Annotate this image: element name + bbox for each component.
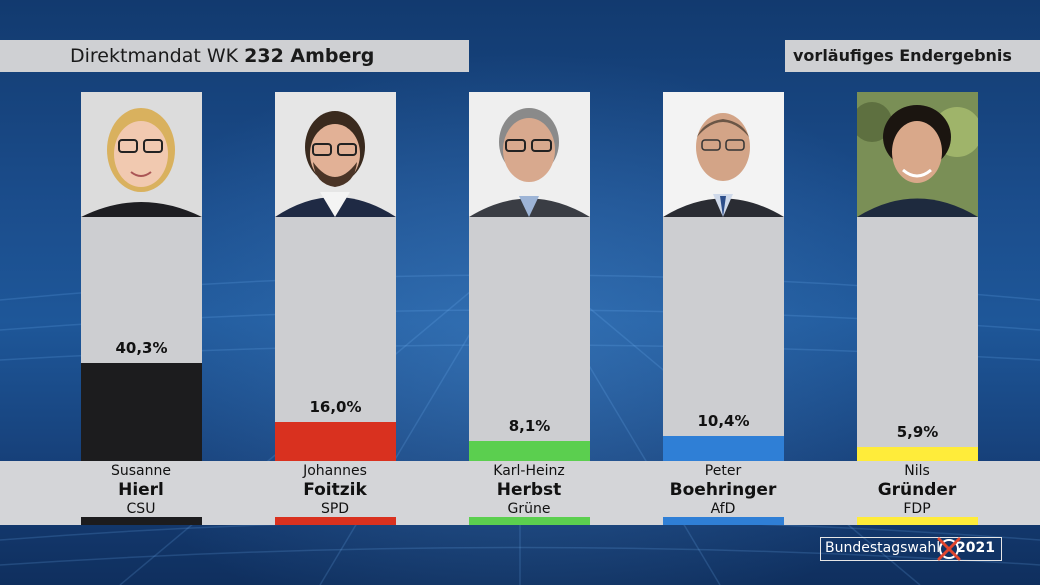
bar-gruender: [857, 447, 978, 461]
party-name: AfD: [710, 501, 736, 517]
bar-track-herbst: [469, 217, 590, 461]
party-strip-afd: [663, 517, 784, 525]
candidate-name-hierl: Susanne Hierl CSU: [51, 463, 231, 518]
bar-track-boehringer: [663, 217, 784, 461]
bar-track-hierl: [81, 217, 202, 461]
bar-foitzik: [275, 422, 396, 461]
data-label-herbst: 8,1%: [508, 417, 551, 435]
candidate-photo-hierl: [81, 92, 202, 217]
last-name: Boehringer: [669, 480, 777, 500]
candidate-photo-boehringer: [663, 92, 784, 217]
first-name: Susanne: [111, 463, 171, 479]
title-district: 232 Amberg: [244, 45, 375, 67]
data-label-boehringer: 10,4%: [697, 412, 750, 430]
bar-herbst: [469, 441, 590, 461]
candidate-name-gruender: Nils Gründer FDP: [827, 463, 1007, 518]
data-label-foitzik: 16,0%: [309, 398, 362, 416]
candidate-name-boehringer: Peter Boehringer AfD: [633, 463, 813, 518]
first-name: Johannes: [303, 463, 367, 479]
data-label-hierl: 40,3%: [115, 339, 168, 357]
candidate-photo-herbst: [469, 92, 590, 217]
first-name: Karl-Heinz: [493, 463, 565, 479]
status-bar: vorläufiges Endergebnis: [785, 40, 1040, 72]
last-name: Herbst: [496, 480, 562, 500]
party-strip-fdp: [857, 517, 978, 525]
candidate-name-foitzik: Johannes Foitzik SPD: [245, 463, 425, 518]
party-name: Grüne: [507, 501, 551, 517]
candidate-photo-foitzik: [275, 92, 396, 217]
candidate-name-herbst: Karl-Heinz Herbst Grüne: [439, 463, 619, 518]
party-strip-csu: [81, 517, 202, 525]
name-band: [0, 461, 1040, 525]
bar-boehringer: [663, 436, 784, 461]
party-strip-spd: [275, 517, 396, 525]
result-status: vorläufiges Endergebnis: [793, 46, 1012, 65]
bar-track-gruender: [857, 217, 978, 461]
party-name: FDP: [903, 501, 931, 517]
first-name: Peter: [704, 463, 742, 479]
title-prefix: Direktmandat WK: [70, 45, 239, 67]
first-name: Nils: [904, 463, 930, 479]
page-title: Direktmandat WK 232 Amberg: [70, 40, 374, 72]
bundestagswahl-logo: Bundestagswahl 2021: [820, 537, 1002, 561]
data-label-gruender: 5,9%: [896, 423, 939, 441]
party-name: SPD: [320, 501, 350, 517]
candidate-photo-gruender: [857, 92, 978, 217]
last-name: Foitzik: [303, 480, 367, 500]
logo-year: 2021: [956, 540, 995, 556]
header-title-bar: Direktmandat WK 232 Amberg: [0, 40, 469, 72]
bar-hierl: [81, 363, 202, 461]
party-name: CSU: [126, 501, 156, 517]
bar-track-foitzik: [275, 217, 396, 461]
last-name: Gründer: [877, 480, 957, 500]
logo-text: Bundestagswahl: [825, 540, 941, 556]
last-name: Hierl: [118, 480, 164, 500]
ballot-cross-icon: [937, 537, 961, 561]
party-strip-gruene: [469, 517, 590, 525]
